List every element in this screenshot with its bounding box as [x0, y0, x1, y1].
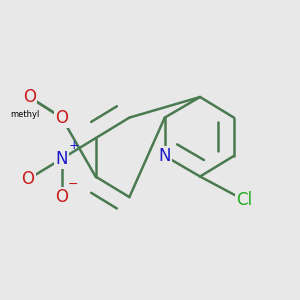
Text: +: +: [68, 140, 79, 152]
Text: Cl: Cl: [236, 191, 252, 209]
Text: −: −: [68, 178, 79, 191]
Text: O: O: [21, 170, 34, 188]
Text: methyl: methyl: [10, 110, 40, 119]
Text: O: O: [23, 88, 36, 106]
Text: N: N: [158, 147, 171, 165]
Text: O: O: [55, 109, 68, 127]
Text: N: N: [56, 150, 68, 168]
Text: O: O: [55, 188, 68, 206]
